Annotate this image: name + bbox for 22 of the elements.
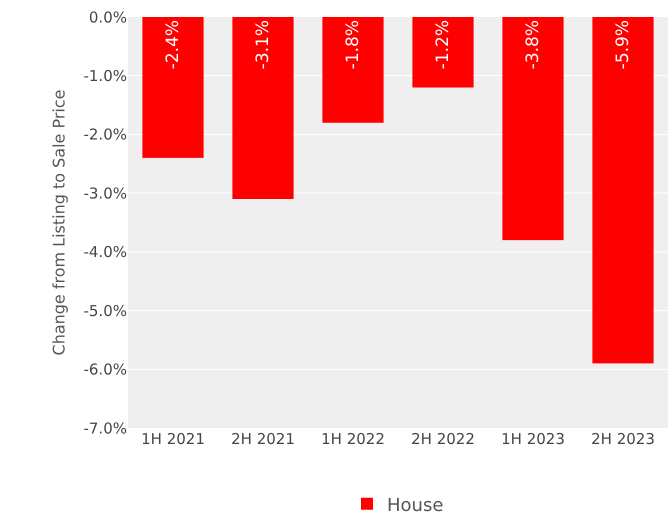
y-axis-title: Change from Listing to Sale Price xyxy=(49,90,68,356)
data-label: -3.8% xyxy=(523,20,543,70)
y-tick-label: -3.0% xyxy=(83,184,127,202)
x-tick-label: 1H 2021 xyxy=(141,430,205,448)
data-label: -5.9% xyxy=(613,20,633,70)
x-tick-label: 2H 2023 xyxy=(591,430,655,448)
x-tick-label: 2H 2021 xyxy=(231,430,295,448)
x-tick-label: 2H 2022 xyxy=(411,430,475,448)
data-label: -1.2% xyxy=(433,20,453,70)
y-tick-label: 0.0% xyxy=(88,8,127,26)
y-tick-label: -1.0% xyxy=(83,66,127,85)
y-tick-label: -6.0% xyxy=(83,360,127,379)
legend-label: House xyxy=(387,494,444,516)
data-label: -3.1% xyxy=(253,20,273,70)
y-tick-label: -4.0% xyxy=(83,243,127,262)
x-tick-label: 1H 2022 xyxy=(321,430,385,448)
data-label: -1.8% xyxy=(343,20,363,70)
data-label: -2.4% xyxy=(163,20,183,70)
y-tick-label: -5.0% xyxy=(83,302,127,320)
x-tick-label: 1H 2023 xyxy=(501,430,565,448)
y-tick-label: -2.0% xyxy=(83,126,127,144)
y-tick-label: -7.0% xyxy=(83,419,127,438)
